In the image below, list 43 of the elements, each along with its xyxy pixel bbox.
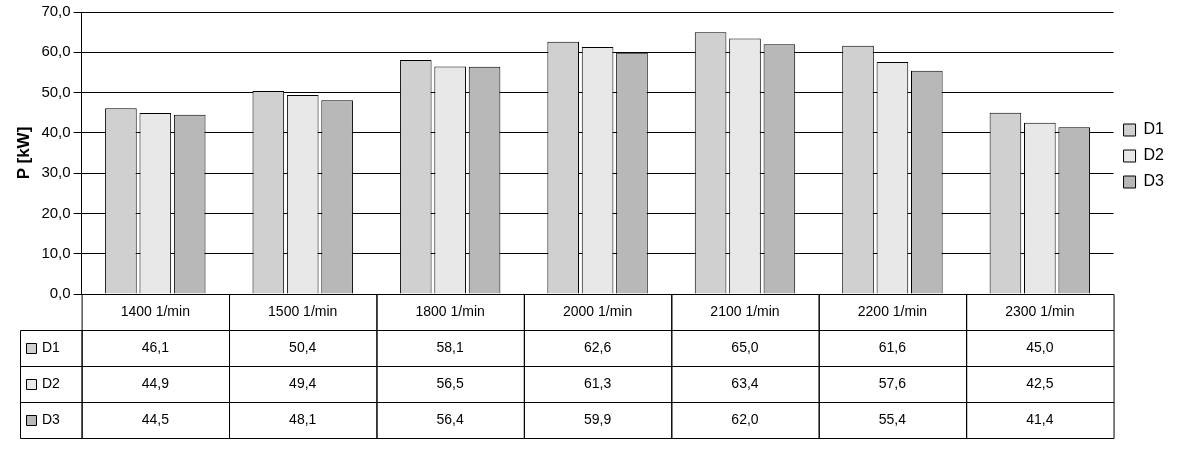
data-label: 44,9 <box>141 374 170 391</box>
x-tick-label: 2100 1/min <box>710 302 780 319</box>
data-label: 57,6 <box>878 374 907 391</box>
data-label: 48,1 <box>289 410 317 427</box>
y-tick-label: 0,0 <box>49 284 71 302</box>
data-label: 50,4 <box>289 338 317 355</box>
data-label: 56,4 <box>436 410 464 427</box>
text: D3 <box>42 410 60 427</box>
x-tick-label: 2000 1/min <box>562 302 633 319</box>
data-label: 42,5 <box>1026 374 1054 391</box>
data-label: 58,1 <box>436 338 464 355</box>
text: D2 <box>42 374 60 391</box>
data-label: 61,3 <box>583 374 612 391</box>
data-label: 55,4 <box>878 410 907 427</box>
data-label: 46,1 <box>141 338 170 355</box>
data-label: 41,4 <box>1026 410 1054 427</box>
legend-label: D1 <box>42 338 61 355</box>
data-label: 44,5 <box>141 410 170 427</box>
data-label: 49,4 <box>289 374 317 391</box>
y-axis-title: P [kW] <box>13 126 33 180</box>
x-tick-label: 1400 1/min <box>120 302 190 319</box>
y-tick-label: 30,0 <box>41 163 71 181</box>
y-tick-label: 20,0 <box>41 203 71 221</box>
text: D1 <box>1143 120 1164 138</box>
y-tick-label: 60,0 <box>41 42 71 60</box>
data-label: 59,9 <box>583 410 612 427</box>
data-label: 63,4 <box>731 374 759 391</box>
y-tick-label: 70,0 <box>41 2 71 20</box>
data-label: 61,6 <box>878 338 907 355</box>
legend-label: D2 <box>1143 146 1165 164</box>
data-label: 65,0 <box>731 338 759 355</box>
y-tick-label: 50,0 <box>41 82 71 100</box>
y-tick-label: 10,0 <box>41 243 71 261</box>
data-label: 62,6 <box>583 338 612 355</box>
data-label: 56,5 <box>436 374 464 391</box>
x-tick-label: 1800 1/min <box>415 302 485 319</box>
data-label: 62,0 <box>731 410 759 427</box>
x-tick-label: 2300 1/min <box>1005 302 1075 319</box>
x-tick-label: 2200 1/min <box>857 302 928 319</box>
x-tick-label: 1500 1/min <box>268 302 338 319</box>
data-label: 45,0 <box>1026 338 1054 355</box>
legend-label: D3 <box>1143 172 1165 190</box>
y-tick-label: 40,0 <box>41 123 71 140</box>
